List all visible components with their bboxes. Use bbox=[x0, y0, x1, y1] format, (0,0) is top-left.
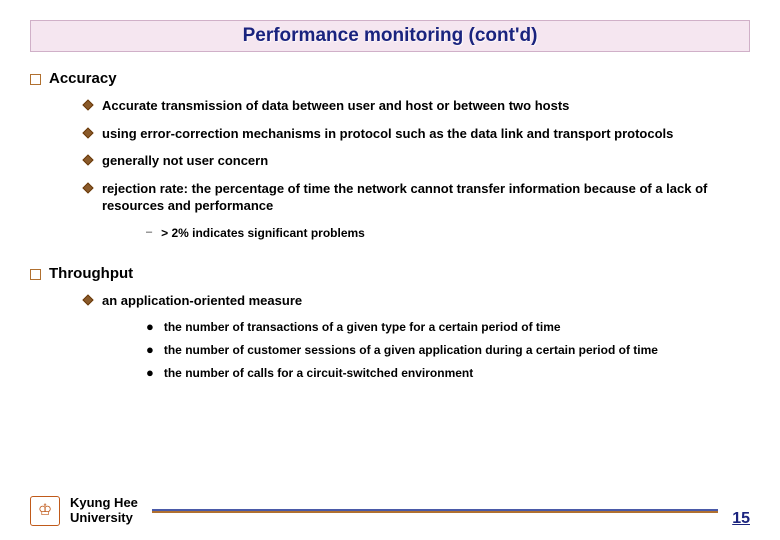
throughput-dot-1: ● the number of customer sessions of a g… bbox=[146, 342, 750, 359]
throughput-item-0: an application-oriented measure bbox=[84, 292, 750, 310]
page-number: 15 bbox=[732, 510, 750, 528]
dot-text: the number of transactions of a given ty… bbox=[164, 319, 561, 335]
accuracy-item-2: generally not user concern bbox=[84, 152, 750, 170]
footer-divider-icon bbox=[152, 509, 718, 513]
section-accuracy: Accuracy bbox=[30, 70, 750, 87]
diamond-bullet-icon bbox=[82, 154, 93, 165]
item-text: generally not user concern bbox=[102, 152, 268, 170]
dot-bullet-icon: ● bbox=[146, 365, 154, 382]
throughput-dot-0: ● the number of transactions of a given … bbox=[146, 319, 750, 336]
accuracy-item-0: Accurate transmission of data between us… bbox=[84, 97, 750, 115]
dot-text: the number of calls for a circuit-switch… bbox=[164, 365, 473, 381]
square-bullet-icon bbox=[30, 269, 41, 280]
diamond-bullet-icon bbox=[82, 99, 93, 110]
university-logo-icon: ♔ bbox=[30, 496, 60, 526]
dash-bullet-icon: – bbox=[146, 226, 152, 238]
item-text: rejection rate: the percentage of time t… bbox=[102, 180, 750, 215]
title-bar: Performance monitoring (cont'd) bbox=[30, 20, 750, 52]
diamond-bullet-icon bbox=[82, 182, 93, 193]
slide-title: Performance monitoring (cont'd) bbox=[243, 25, 538, 46]
section-throughput: Throughput bbox=[30, 265, 750, 282]
dot-text: the number of customer sessions of a giv… bbox=[164, 342, 658, 358]
diamond-bullet-icon bbox=[82, 127, 93, 138]
dot-bullet-icon: ● bbox=[146, 319, 154, 336]
footer: ♔ Kyung HeeUniversity 15 bbox=[30, 496, 750, 526]
section-label-accuracy: Accuracy bbox=[49, 70, 117, 87]
item-text: using error-correction mechanisms in pro… bbox=[102, 125, 673, 143]
diamond-bullet-icon bbox=[82, 294, 93, 305]
accuracy-sub-0: – > 2% indicates significant problems bbox=[146, 225, 750, 241]
sub-text: > 2% indicates significant problems bbox=[161, 225, 365, 241]
footer-university-name: Kyung HeeUniversity bbox=[70, 496, 138, 526]
square-bullet-icon bbox=[30, 74, 41, 85]
throughput-dot-2: ● the number of calls for a circuit-swit… bbox=[146, 365, 750, 382]
section-label-throughput: Throughput bbox=[49, 265, 133, 282]
item-text: Accurate transmission of data between us… bbox=[102, 97, 569, 115]
item-text: an application-oriented measure bbox=[102, 292, 302, 310]
accuracy-item-3: rejection rate: the percentage of time t… bbox=[84, 180, 750, 215]
dot-bullet-icon: ● bbox=[146, 342, 154, 359]
accuracy-item-1: using error-correction mechanisms in pro… bbox=[84, 125, 750, 143]
